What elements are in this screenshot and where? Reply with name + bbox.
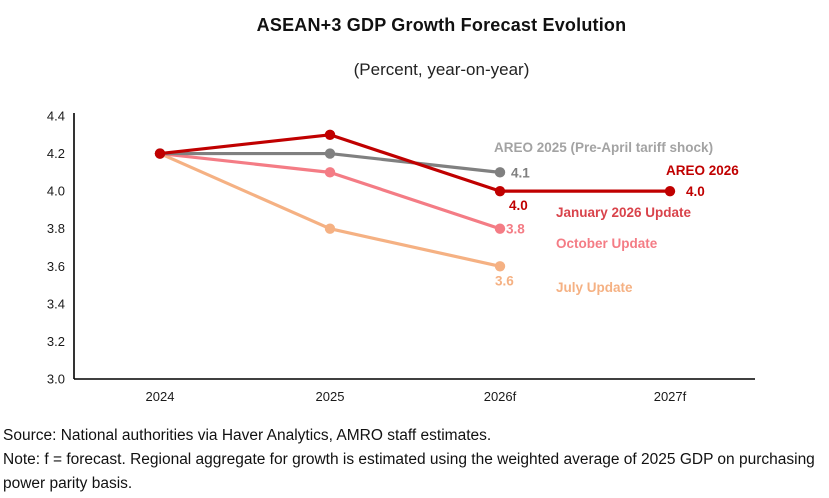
- source-note: Source: National authorities via Haver A…: [3, 427, 492, 444]
- forecast-note: Note: f = forecast. Regional aggregate f…: [3, 451, 815, 492]
- series-label-october-update: October Update: [556, 236, 658, 251]
- chart-canvas: 4.4 4.2 4.0 3.8 3.6 3.4 3.2 3.0 2024 2025 2026f 202…: [47, 109, 755, 404]
- data-point-label: 3.6: [495, 273, 514, 288]
- data-point-marker: [494, 167, 506, 178]
- data-point-label: 4.0: [509, 198, 528, 213]
- y-tick-label: 3.0: [47, 372, 65, 387]
- data-point-marker: [494, 185, 506, 197]
- y-tick-label: 3.6: [47, 259, 65, 274]
- x-tick-label: 2026f: [484, 389, 517, 404]
- data-point-marker: [324, 129, 336, 140]
- chart-title: ASEAN+3 GDP Growth Forecast Evolution: [256, 15, 627, 35]
- x-tick-label: 2025: [316, 389, 345, 404]
- footer-notes: Source: National authorities via Haver A…: [3, 424, 826, 496]
- y-tick-label: 4.0: [47, 184, 65, 199]
- data-point-label: 4.0: [686, 184, 705, 199]
- data-point-marker: [324, 167, 336, 178]
- y-tick-label: 3.2: [47, 334, 65, 349]
- data-point-marker: [154, 148, 166, 159]
- y-tick-label: 4.2: [47, 146, 65, 161]
- data-point-marker: [324, 223, 336, 234]
- data-point-label: 4.1: [511, 165, 530, 180]
- series-label-areo-2026: AREO 2026: [666, 163, 739, 178]
- y-tick-label: 3.4: [47, 296, 65, 311]
- series-line-areo-2026: [158, 133, 672, 193]
- data-point-marker: [494, 223, 506, 234]
- x-tick-label: 2027f: [654, 389, 687, 404]
- data-point-marker: [494, 261, 506, 272]
- series-label-july-update: July Update: [556, 280, 633, 295]
- y-tick-label: 3.8: [47, 221, 65, 236]
- data-point-marker: [664, 185, 676, 197]
- y-tick-label: 4.4: [47, 109, 65, 124]
- x-tick-label: 2024: [146, 389, 175, 404]
- series-line-october-update: [158, 151, 502, 231]
- data-point-label: 3.8: [506, 222, 525, 237]
- data-point-marker: [324, 148, 336, 159]
- series-label-areo-2025: AREO 2025 (Pre-April tariff shock): [494, 140, 713, 155]
- chart-subtitle: (Percent, year-on-year): [353, 60, 530, 79]
- series-label-january-2026-update: January 2026 Update: [556, 205, 692, 220]
